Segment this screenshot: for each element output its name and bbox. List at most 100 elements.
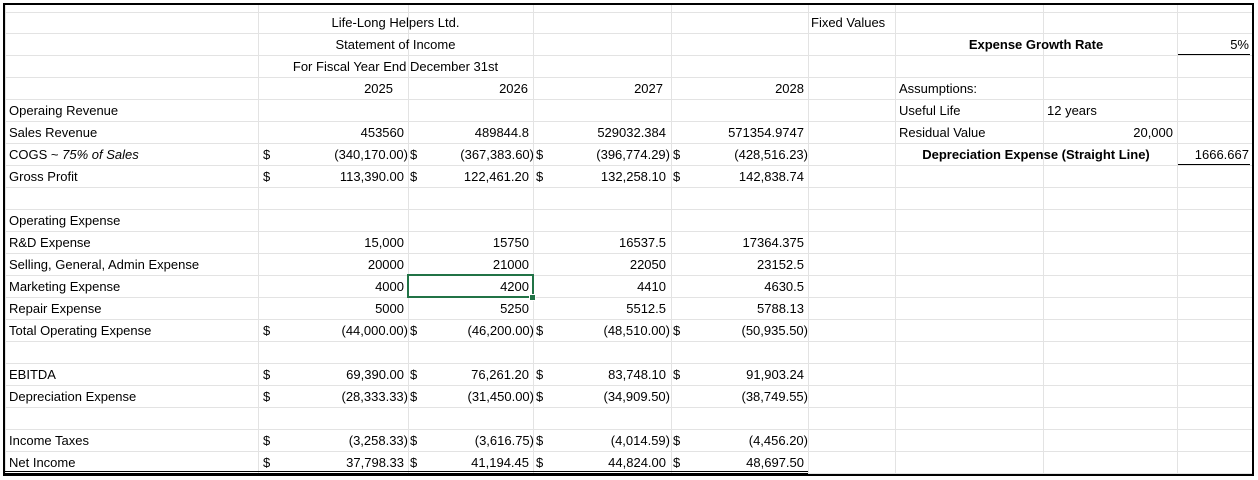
label-total-operating-expense[interactable]: Total Operating Expense [9,323,152,338]
gross-profit-2025[interactable]: 113,390.00 [339,169,404,184]
sales-revenue-2027[interactable]: 529032.384 [597,125,666,140]
net-income-2025[interactable]: 37,798.33 [346,455,404,470]
gross-profit-2027[interactable]: 132,258.10 [600,169,666,184]
net-income-currency-2026: $ [410,455,418,470]
income-taxes-currency-2025: $ [263,433,271,448]
statement-title[interactable]: Statement of Income [335,37,456,52]
rd-expense-2026[interactable]: 15750 [492,235,529,250]
marketing-expense-2027[interactable]: 4410 [637,279,666,294]
label-cogs[interactable]: COGS ~ 75% of Sales [9,144,139,165]
useful-life-value[interactable]: 12 years [1047,103,1097,118]
rd-expense-2028[interactable]: 17364.375 [742,235,804,250]
ebitda-2027[interactable]: 83,748.10 [608,367,666,382]
income-taxes-currency-2028: $ [673,433,681,448]
label-sales-revenue[interactable]: Sales Revenue [9,125,98,140]
net-income-2027[interactable]: 44,824.00 [608,455,666,470]
ebitda-2025[interactable]: 69,390.00 [346,367,404,382]
cogs-2028[interactable]: (428,516.23) [734,147,808,162]
fill-handle[interactable] [529,294,536,301]
year-header-2028[interactable]: 2028 [775,81,804,96]
ebitda-2026[interactable]: 76,261.20 [471,367,529,382]
gross-profit-2026[interactable]: 122,461.20 [463,169,529,184]
company-name[interactable]: Life-Long Helpers Ltd. [331,15,460,30]
gross-profit-2028[interactable]: 142,838.74 [738,169,804,184]
label-gross-profit[interactable]: Gross Profit [9,169,78,184]
income-taxes-currency-2026: $ [410,433,418,448]
statement-period[interactable]: For Fiscal Year End December 31st [292,59,499,74]
total-opex-2027[interactable]: (48,510.00) [603,323,671,338]
rd-expense-2025[interactable]: 15,000 [364,235,404,250]
fixed-values-header[interactable]: Fixed Values [811,15,886,30]
repair-expense-2027[interactable]: 5512.5 [626,301,666,316]
income-taxes-currency-2027: $ [536,433,544,448]
depreciation-straight-line-value[interactable]: 1666.667 [1194,147,1249,162]
gross-profit-currency-2026: $ [410,169,418,184]
total-opex-2026[interactable]: (46,200.00) [467,323,535,338]
growth-rate-underline [1178,54,1250,55]
expense-growth-rate-value[interactable]: 5% [1230,37,1249,52]
ebitda-currency-2026: $ [410,367,418,382]
label-operating-expense[interactable]: Operating Expense [9,213,121,228]
label-repair-expense[interactable]: Repair Expense [9,301,102,316]
total-opex-currency-2028: $ [673,323,681,338]
repair-expense-2028[interactable]: 5788.13 [757,301,804,316]
income-taxes-2027[interactable]: (4,014.59) [610,433,670,448]
total-opex-2025[interactable]: (44,000.00) [341,323,409,338]
year-header-2027[interactable]: 2027 [634,81,663,96]
label-depreciation-expense[interactable]: Depreciation Expense [9,389,137,404]
label-ebitda[interactable]: EBITDA [9,367,56,382]
year-header-2026[interactable]: 2026 [499,81,528,96]
sales-revenue-2025[interactable]: 453560 [360,125,404,140]
expense-growth-rate-label[interactable]: Expense Growth Rate [968,37,1104,52]
depreciation-value-underline [1178,164,1250,165]
label-income-taxes[interactable]: Income Taxes [9,433,89,448]
repair-expense-2026[interactable]: 5250 [500,301,529,316]
net-income-2028[interactable]: 48,697.50 [746,455,804,470]
marketing-expense-2028[interactable]: 4630.5 [764,279,804,294]
depreciation-straight-line-label[interactable]: Depreciation Expense (Straight Line) [922,147,1150,162]
income-taxes-2025[interactable]: (3,258.33) [348,433,408,448]
residual-value-label[interactable]: Residual Value [899,125,986,140]
year-header-2025[interactable]: 2025 [364,81,393,96]
sales-revenue-2026[interactable]: 489844.8 [474,125,529,140]
depreciation-2028[interactable]: (38,749.55) [741,389,809,404]
gross-profit-currency-2025: $ [263,169,271,184]
sga-expense-2027[interactable]: 22050 [629,257,666,272]
label-net-income[interactable]: Net Income [9,455,76,470]
useful-life-label[interactable]: Useful Life [899,103,961,118]
marketing-expense-2026[interactable]: 4200 [500,279,529,294]
sga-expense-2025[interactable]: 20000 [367,257,404,272]
label-rd-expense[interactable]: R&D Expense [9,235,91,250]
cogs-currency-2025: $ [263,147,271,162]
total-opex-currency-2027: $ [536,323,544,338]
net-income-double-underline [5,471,808,474]
residual-value-value[interactable]: 20,000 [1133,125,1173,140]
total-opex-2028[interactable]: (50,935.50) [741,323,809,338]
ebitda-currency-2027: $ [536,367,544,382]
cogs-2026[interactable]: (367,383.60) [460,147,534,162]
ebitda-2028[interactable]: 91,903.24 [746,367,804,382]
depreciation-currency-2026: $ [410,389,418,404]
sga-expense-2028[interactable]: 23152.5 [757,257,804,272]
assumptions-label[interactable]: Assumptions: [899,81,978,96]
sga-expense-2026[interactable]: 21000 [492,257,529,272]
net-income-2026[interactable]: 41,194.45 [471,455,529,470]
sales-revenue-2028[interactable]: 571354.9747 [728,125,804,140]
label-marketing-expense[interactable]: Marketing Expense [9,279,121,294]
marketing-expense-2025[interactable]: 4000 [375,279,404,294]
depreciation-currency-2027: $ [536,389,544,404]
income-taxes-2026[interactable]: (3,616.75) [474,433,534,448]
depreciation-2026[interactable]: (31,450.00) [467,389,535,404]
depreciation-2027[interactable]: (34,909.50) [603,389,671,404]
cogs-currency-2027: $ [536,147,544,162]
net-income-currency-2028: $ [673,455,681,470]
depreciation-2025[interactable]: (28,333.33) [341,389,409,404]
label-sga-expense[interactable]: Selling, General, Admin Expense [9,257,200,272]
active-cell-selection[interactable] [407,274,534,298]
label-operating-revenue[interactable]: Operaing Revenue [9,103,119,118]
income-taxes-2028[interactable]: (4,456.20) [748,433,808,448]
repair-expense-2025[interactable]: 5000 [375,301,404,316]
cogs-2027[interactable]: (396,774.29) [596,147,670,162]
rd-expense-2027[interactable]: 16537.5 [619,235,666,250]
cogs-2025[interactable]: (340,170.00) [334,147,408,162]
